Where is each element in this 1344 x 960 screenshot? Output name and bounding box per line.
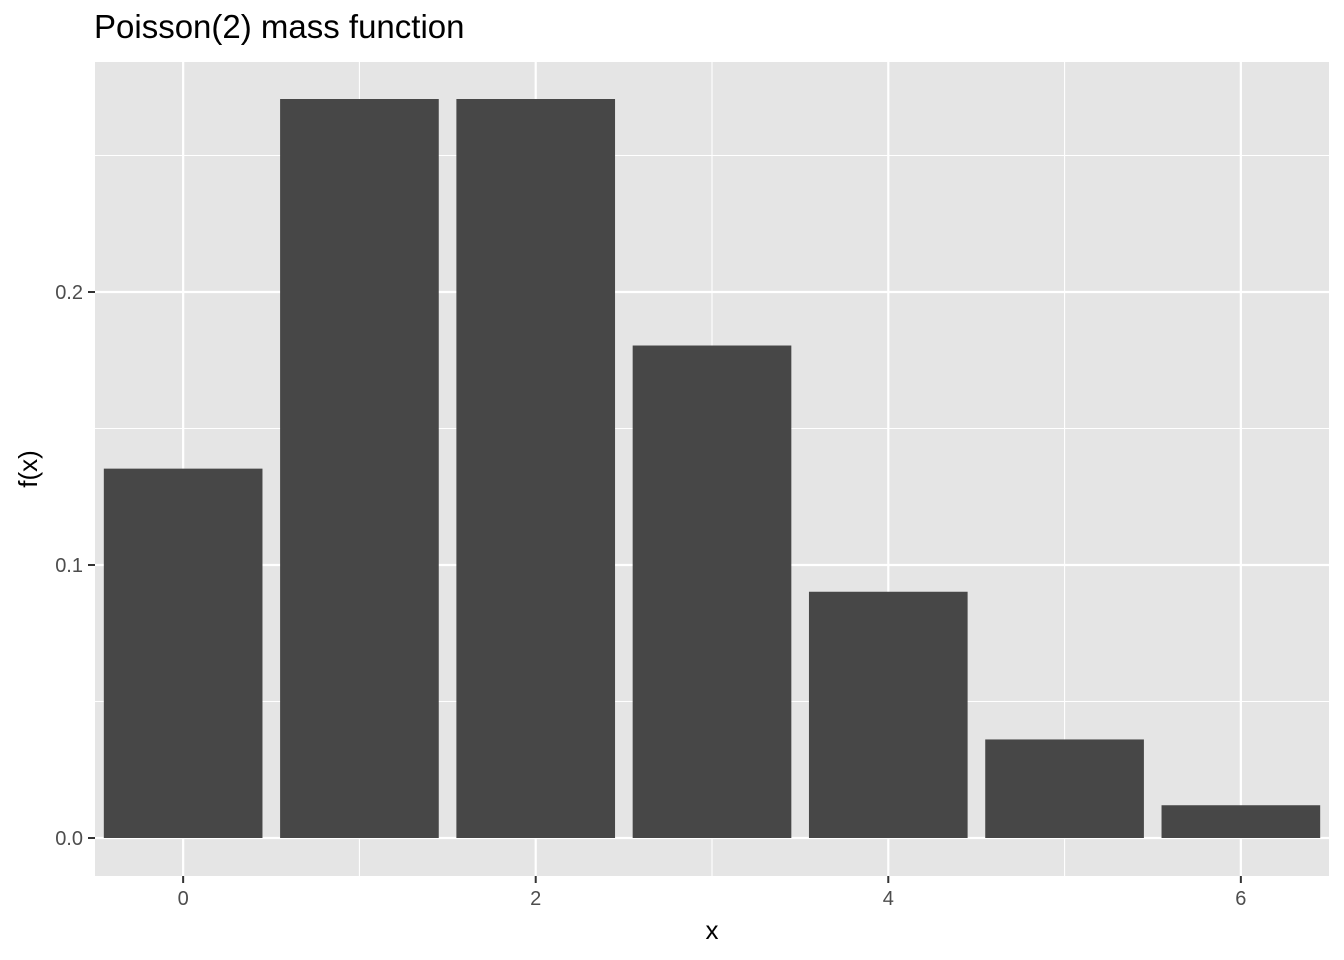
bar-3 (632, 345, 792, 838)
chart-title: Poisson(2) mass function (94, 8, 465, 45)
bars (103, 99, 1321, 838)
bar-1 (280, 99, 439, 838)
y-tick-label: 0.0 (55, 828, 83, 850)
x-axis-title: x (706, 915, 719, 945)
y-axis: 0.0 0.1 0.2 (55, 282, 95, 850)
y-tick-label: 0.2 (55, 282, 83, 304)
x-tick-label: 6 (1235, 888, 1246, 910)
y-axis-title: f(x) (13, 450, 43, 488)
x-tick-label: 4 (883, 888, 894, 910)
y-tick-label: 0.1 (55, 555, 83, 577)
x-tick-label: 0 (178, 888, 189, 910)
bar-6 (1161, 805, 1321, 838)
bar-5 (985, 739, 1144, 838)
x-axis: 0 2 4 6 (178, 876, 1246, 910)
bar-4 (808, 591, 968, 838)
bar-2 (456, 99, 616, 838)
x-tick-label: 2 (530, 888, 541, 910)
bar-0 (103, 468, 263, 838)
